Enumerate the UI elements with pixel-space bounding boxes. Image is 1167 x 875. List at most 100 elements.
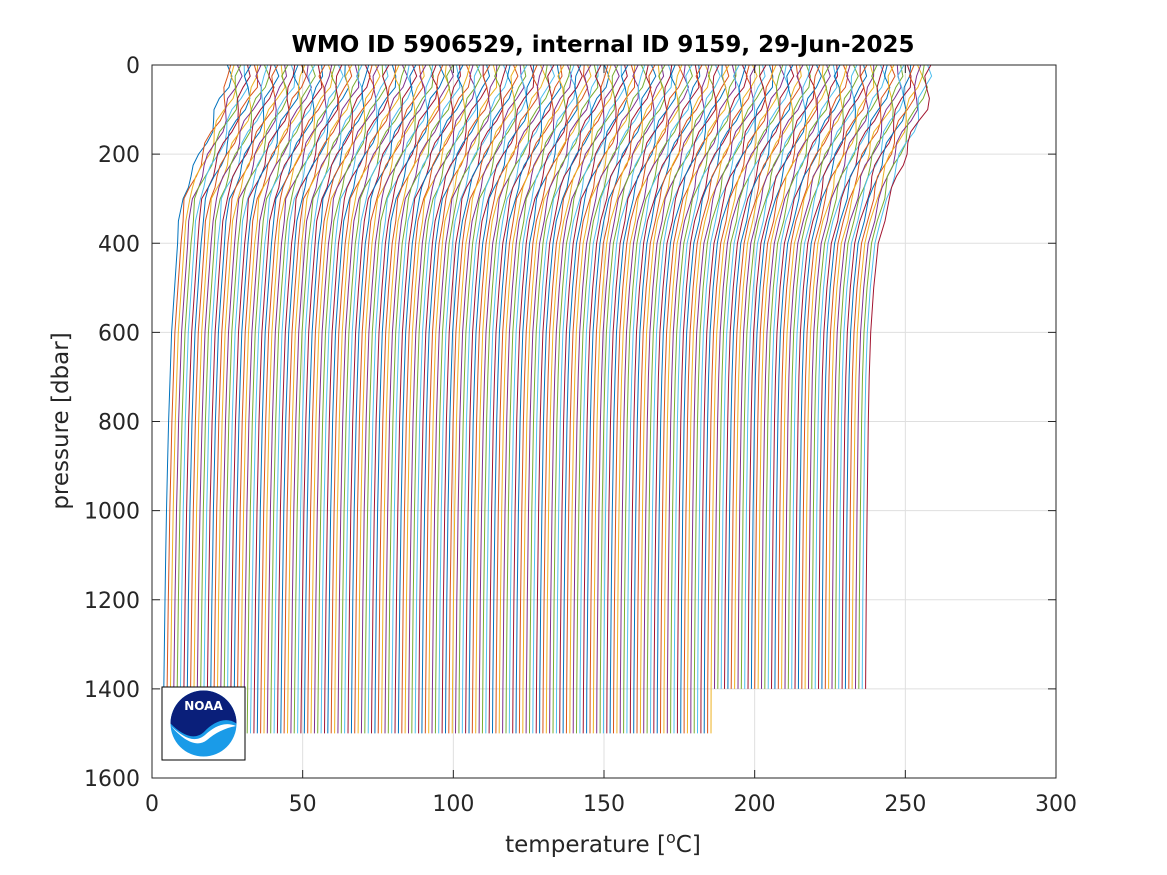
temperature-profile-line	[350, 64, 417, 734]
temperature-profile-line	[219, 64, 288, 734]
temperature-profile-line	[287, 64, 353, 734]
temperature-profile-line	[609, 64, 677, 734]
temperature-profile-line	[730, 64, 801, 689]
temperature-profile-line	[250, 64, 316, 734]
temperature-profile-line	[572, 64, 639, 734]
noaa-logo-text: NOAA	[184, 699, 223, 713]
temperature-profile-line	[199, 64, 270, 734]
temperature-profile-line	[488, 64, 555, 734]
temperature-profile-line	[663, 64, 730, 734]
temperature-profile-line	[579, 64, 646, 734]
y-tick-label: 600	[98, 321, 140, 346]
x-tick-label: 150	[583, 792, 625, 817]
temperature-profile-line	[784, 64, 853, 689]
temperature-profile-line	[690, 64, 757, 734]
temperature-profile-line	[683, 64, 753, 734]
temperature-profile-line	[686, 64, 758, 734]
temperature-profile-line	[327, 64, 397, 734]
temperature-profile-line	[169, 64, 237, 734]
temperature-profile-line	[818, 64, 885, 689]
temperature-profile-line	[162, 64, 233, 734]
temperature-profile-line	[555, 64, 626, 734]
temperature-profile-line	[239, 64, 306, 734]
temperature-profile-line	[471, 64, 539, 734]
temperature-profile-line	[781, 64, 848, 689]
y-tick-label: 400	[98, 232, 140, 257]
temperature-profile-line	[461, 64, 528, 734]
temperature-profile-line	[475, 64, 546, 734]
x-axis-label-unit: C]	[676, 832, 701, 858]
temperature-profile-line	[377, 64, 444, 734]
temperature-profile-line	[714, 64, 785, 689]
temperature-profile-line	[270, 64, 338, 734]
temperature-profile-line	[582, 64, 652, 734]
chart-title: WMO ID 5906529, internal ID 9159, 29-Jun…	[291, 32, 914, 58]
temperature-profile-line	[808, 64, 875, 689]
temperature-profile-line	[485, 64, 556, 734]
temperature-profile-line	[451, 64, 518, 734]
temperature-profile-line	[384, 64, 454, 734]
temperature-profile-line	[283, 64, 353, 734]
temperature-profile-line	[680, 64, 747, 734]
temperature-profile-line	[542, 64, 609, 734]
temperature-profile-line	[290, 64, 360, 734]
temperature-profile-line	[757, 64, 828, 689]
temperature-profile-line	[166, 64, 232, 734]
temperature-profile-line	[347, 64, 418, 734]
temperature-profile-line	[724, 64, 795, 689]
temperature-profile-line	[693, 64, 764, 734]
temperature-profile-line	[794, 64, 865, 689]
noaa-logo-bird	[171, 724, 236, 744]
temperature-profile-line	[865, 64, 932, 689]
temperature-profile-line	[771, 64, 839, 689]
temperature-profile-line	[448, 64, 519, 734]
temperature-profile-line	[364, 64, 434, 734]
temperature-profile-line	[734, 64, 802, 689]
noaa-logo-upper	[170, 690, 237, 737]
temperature-profile-line	[720, 64, 790, 689]
temperature-profile-line	[424, 64, 491, 734]
temperature-profile-line	[656, 64, 727, 734]
temperature-profile-line	[310, 64, 381, 734]
temperature-profile-line	[525, 64, 592, 734]
temperature-profile-line	[387, 64, 454, 734]
temperature-profile-line	[676, 64, 748, 734]
temperature-profile-line	[481, 64, 551, 734]
temperature-profile-line	[710, 64, 778, 734]
temperature-profile-line	[529, 64, 599, 734]
temperature-profile-line	[394, 64, 461, 734]
temperature-profile-line	[182, 64, 251, 734]
temperature-profile-line	[643, 64, 710, 734]
x-tick-label: 100	[432, 792, 474, 817]
temperature-profile-line	[700, 64, 767, 734]
temperature-profile-line	[360, 64, 427, 734]
temperature-profile-line	[613, 64, 684, 734]
temperature-profile-line	[616, 64, 683, 734]
temperature-profile-line	[172, 64, 243, 734]
temperature-profile-line	[354, 64, 424, 734]
temperature-profile-line	[357, 64, 425, 734]
temperature-profile-line	[602, 64, 673, 734]
temperature-profile-line	[492, 64, 562, 734]
temperature-profile-line	[670, 64, 737, 734]
temperature-profile-line	[767, 64, 838, 689]
temperature-profile-line	[727, 64, 794, 689]
temperature-profile-line	[418, 64, 488, 734]
temperature-profile-line	[650, 64, 721, 734]
temperature-profile-line	[441, 64, 508, 734]
temperature-profile-line	[243, 64, 312, 734]
temperature-profile-line	[498, 64, 565, 734]
temperature-profile-line	[589, 64, 656, 734]
y-tick-label: 1400	[84, 678, 140, 703]
temperature-profile-line	[438, 64, 509, 734]
y-tick-label: 1200	[84, 589, 140, 614]
x-tick-label: 250	[884, 792, 926, 817]
x-tick-label: 300	[1035, 792, 1077, 817]
temperature-profile-line	[179, 64, 249, 734]
temperature-profile-line	[340, 64, 407, 734]
temperature-profile-line	[512, 64, 583, 734]
temperature-profile-line	[841, 64, 912, 689]
temperature-profile-line	[176, 64, 242, 734]
temperature-profile-line	[804, 64, 875, 689]
temperature-profile-line	[777, 64, 849, 689]
